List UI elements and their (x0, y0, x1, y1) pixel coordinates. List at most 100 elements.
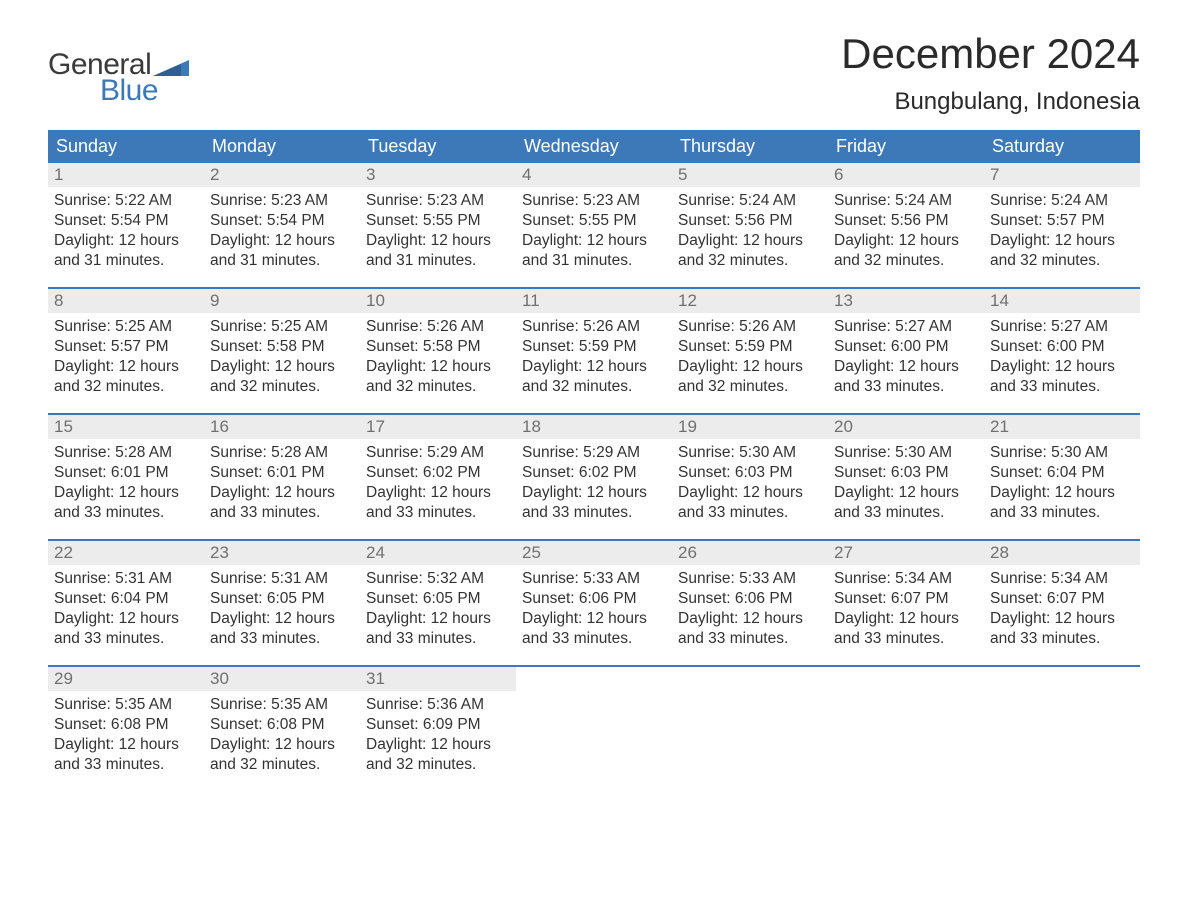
sunset-line: Sunset: 6:02 PM (366, 463, 510, 483)
day-header-row: SundayMondayTuesdayWednesdayThursdayFrid… (48, 130, 1140, 163)
sunrise-line: Sunrise: 5:30 AM (990, 443, 1134, 463)
week-row: 8Sunrise: 5:25 AMSunset: 5:57 PMDaylight… (48, 287, 1140, 413)
sunrise-line: Sunrise: 5:22 AM (54, 191, 198, 211)
daylight-line: Daylight: 12 hours and 33 minutes. (54, 735, 198, 775)
day-number: 31 (360, 667, 516, 691)
daylight-line: Daylight: 12 hours and 33 minutes. (678, 609, 822, 649)
day-header: Tuesday (360, 130, 516, 163)
day-number: 5 (672, 163, 828, 187)
day-cell: 22 Sunrise: 5:31 AMSunset: 6:04 PMDayligh… (48, 541, 204, 665)
day-cell: 16Sunrise: 5:28 AMSunset: 6:01 PMDayligh… (204, 415, 360, 539)
daylight-line: Daylight: 12 hours and 33 minutes. (990, 483, 1134, 523)
day-cell: 11Sunrise: 5:26 AMSunset: 5:59 PMDayligh… (516, 289, 672, 413)
daylight-line: Daylight: 12 hours and 32 minutes. (522, 357, 666, 397)
sunset-line: Sunset: 6:04 PM (54, 589, 198, 609)
sunset-line: Sunset: 6:07 PM (834, 589, 978, 609)
daylight-line: Daylight: 12 hours and 33 minutes. (54, 609, 198, 649)
sunset-line: Sunset: 5:58 PM (210, 337, 354, 357)
sunrise-line: Sunrise: 5:24 AM (834, 191, 978, 211)
day-number: 10 (360, 289, 516, 313)
day-details: Sunrise: 5:31 AMSunset: 6:05 PMDaylight:… (204, 565, 360, 654)
day-number: 15 (48, 415, 204, 439)
day-details: Sunrise: 5:29 AMSunset: 6:02 PMDaylight:… (360, 439, 516, 528)
daylight-line: Daylight: 12 hours and 32 minutes. (366, 357, 510, 397)
day-number: 4 (516, 163, 672, 187)
day-number: 20 (828, 415, 984, 439)
day-details: Sunrise: 5:24 AMSunset: 5:57 PMDaylight:… (984, 187, 1140, 276)
day-number: 21 (984, 415, 1140, 439)
day-cell: 15Sunrise: 5:28 AMSunset: 6:01 PMDayligh… (48, 415, 204, 539)
daylight-line: Daylight: 12 hours and 33 minutes. (366, 483, 510, 523)
daylight-line: Daylight: 12 hours and 32 minutes. (990, 231, 1134, 271)
sunset-line: Sunset: 6:09 PM (366, 715, 510, 735)
logo-text-blue: Blue (100, 76, 189, 106)
day-number: 3 (360, 163, 516, 187)
day-details: Sunrise: 5:23 AMSunset: 5:54 PMDaylight:… (204, 187, 360, 276)
day-header: Thursday (672, 130, 828, 163)
day-details: Sunrise: 5:30 AMSunset: 6:04 PMDaylight:… (984, 439, 1140, 528)
daylight-line: Daylight: 12 hours and 33 minutes. (522, 483, 666, 523)
day-details: Sunrise: 5:25 AMSunset: 5:58 PMDaylight:… (204, 313, 360, 402)
sunset-line: Sunset: 5:58 PM (366, 337, 510, 357)
day-number: 19 (672, 415, 828, 439)
sunrise-line: Sunrise: 5:34 AM (834, 569, 978, 589)
day-cell: 9Sunrise: 5:25 AMSunset: 5:58 PMDaylight… (204, 289, 360, 413)
sunset-line: Sunset: 6:05 PM (366, 589, 510, 609)
sunrise-line: Sunrise: 5:36 AM (366, 695, 510, 715)
sunset-line: Sunset: 5:59 PM (678, 337, 822, 357)
day-details: Sunrise: 5:34 AMSunset: 6:07 PMDaylight:… (828, 565, 984, 654)
day-cell: 12Sunrise: 5:26 AMSunset: 5:59 PMDayligh… (672, 289, 828, 413)
day-cell: 5Sunrise: 5:24 AMSunset: 5:56 PMDaylight… (672, 163, 828, 287)
sunrise-line: Sunrise: 5:26 AM (522, 317, 666, 337)
daylight-line: Daylight: 12 hours and 32 minutes. (210, 735, 354, 775)
daylight-line: Daylight: 12 hours and 33 minutes. (366, 609, 510, 649)
day-number: 6 (828, 163, 984, 187)
day-number: 12 (672, 289, 828, 313)
daylight-line: Daylight: 12 hours and 33 minutes. (54, 483, 198, 523)
day-cell: 10Sunrise: 5:26 AMSunset: 5:58 PMDayligh… (360, 289, 516, 413)
day-details: Sunrise: 5:24 AMSunset: 5:56 PMDaylight:… (672, 187, 828, 276)
sunset-line: Sunset: 5:54 PM (210, 211, 354, 231)
day-details: Sunrise: 5:22 AMSunset: 5:54 PMDaylight:… (48, 187, 204, 276)
day-number: 27 (828, 541, 984, 565)
sunrise-line: Sunrise: 5:23 AM (522, 191, 666, 211)
day-details: Sunrise: 5:27 AMSunset: 6:00 PMDaylight:… (984, 313, 1140, 402)
sunrise-line: Sunrise: 5:31 AM (54, 569, 198, 589)
day-number: 8 (48, 289, 204, 313)
day-header: Sunday (48, 130, 204, 163)
day-cell: 23Sunrise: 5:31 AMSunset: 6:05 PMDayligh… (204, 541, 360, 665)
sunset-line: Sunset: 6:02 PM (522, 463, 666, 483)
day-cell (516, 667, 672, 791)
day-number: 14 (984, 289, 1140, 313)
day-cell: 4Sunrise: 5:23 AMSunset: 5:55 PMDaylight… (516, 163, 672, 287)
day-cell: 19Sunrise: 5:30 AMSunset: 6:03 PMDayligh… (672, 415, 828, 539)
day-cell: 20Sunrise: 5:30 AMSunset: 6:03 PMDayligh… (828, 415, 984, 539)
day-number: 16 (204, 415, 360, 439)
day-number: 22 (48, 541, 204, 565)
sunset-line: Sunset: 6:08 PM (210, 715, 354, 735)
week-row: 29Sunrise: 5:35 AMSunset: 6:08 PMDayligh… (48, 665, 1140, 791)
day-details: Sunrise: 5:26 AMSunset: 5:58 PMDaylight:… (360, 313, 516, 402)
sunrise-line: Sunrise: 5:25 AM (54, 317, 198, 337)
sunrise-line: Sunrise: 5:33 AM (522, 569, 666, 589)
day-number: 17 (360, 415, 516, 439)
sunset-line: Sunset: 6:00 PM (990, 337, 1134, 357)
daylight-line: Daylight: 12 hours and 31 minutes. (210, 231, 354, 271)
day-details: Sunrise: 5:30 AMSunset: 6:03 PMDaylight:… (672, 439, 828, 528)
sunset-line: Sunset: 5:59 PM (522, 337, 666, 357)
sunrise-line: Sunrise: 5:33 AM (678, 569, 822, 589)
day-cell: 29Sunrise: 5:35 AMSunset: 6:08 PMDayligh… (48, 667, 204, 791)
day-details: Sunrise: 5:25 AMSunset: 5:57 PMDaylight:… (48, 313, 204, 402)
daylight-line: Daylight: 12 hours and 33 minutes. (990, 357, 1134, 397)
week-row: 22Sunrise: 5:31 AMSunset: 6:04 PMDayligh… (48, 539, 1140, 665)
sunset-line: Sunset: 6:06 PM (678, 589, 822, 609)
day-cell: 2Sunrise: 5:23 AMSunset: 5:54 PMDaylight… (204, 163, 360, 287)
day-number: 1 (48, 163, 204, 187)
sunrise-line: Sunrise: 5:25 AM (210, 317, 354, 337)
day-cell: 26Sunrise: 5:33 AMSunset: 6:06 PMDayligh… (672, 541, 828, 665)
day-number: 25 (516, 541, 672, 565)
day-cell: 13Sunrise: 5:27 AMSunset: 6:00 PMDayligh… (828, 289, 984, 413)
day-cell: 6Sunrise: 5:24 AMSunset: 5:56 PMDaylight… (828, 163, 984, 287)
sunrise-line: Sunrise: 5:29 AM (522, 443, 666, 463)
day-details: Sunrise: 5:33 AMSunset: 6:06 PMDaylight:… (672, 565, 828, 654)
